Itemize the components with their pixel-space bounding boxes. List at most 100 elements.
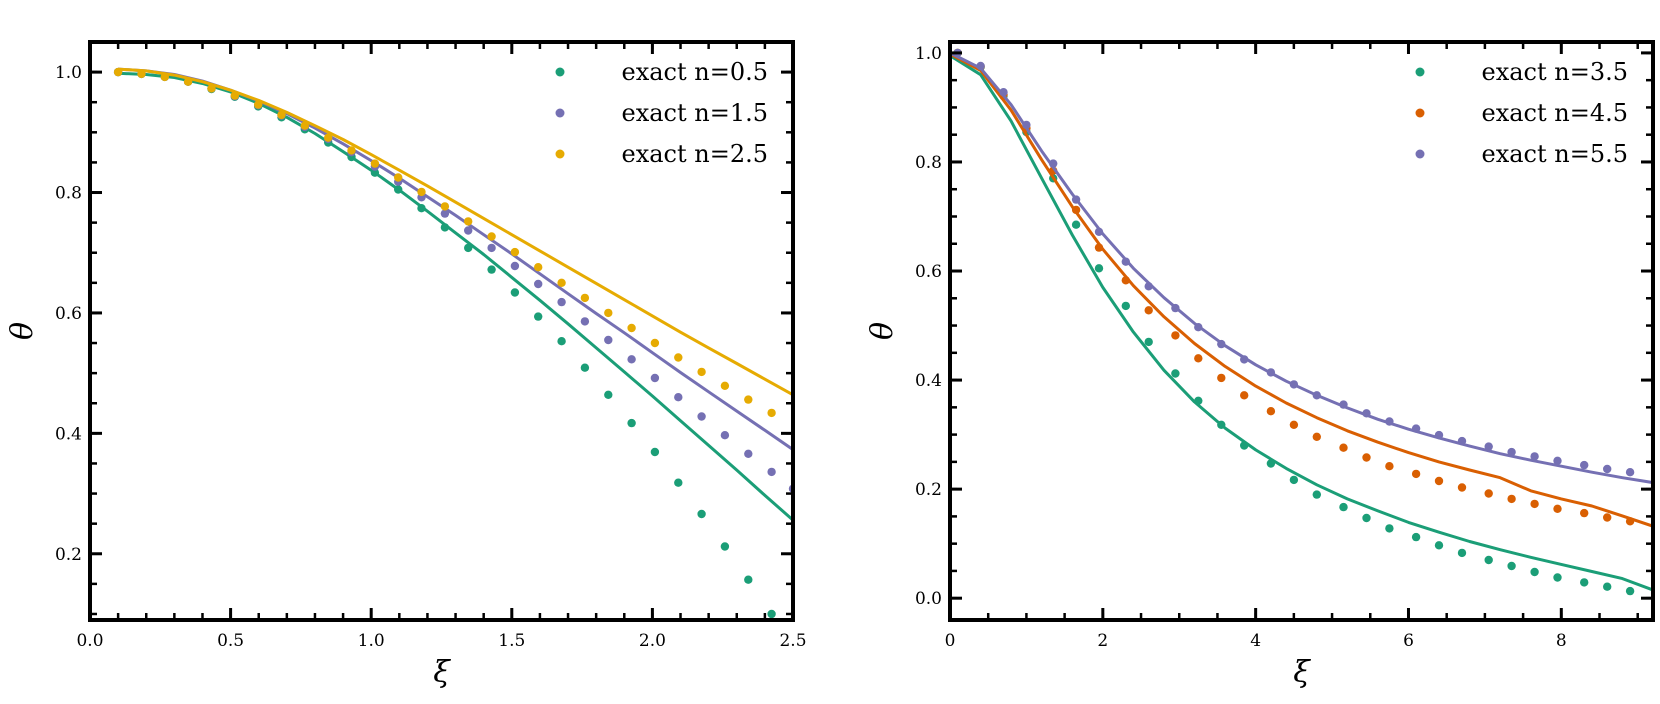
data-point (1217, 339, 1226, 349)
legend-marker (555, 67, 565, 77)
y-tick-label: 1.0 (915, 44, 942, 64)
data-point (1312, 490, 1322, 499)
data-point (1580, 578, 1589, 587)
data-point (1194, 396, 1203, 405)
series-line-0 (118, 71, 793, 522)
data-point (440, 209, 450, 218)
data-point (1530, 499, 1539, 509)
data-point (394, 185, 403, 194)
x-axis-label: ξ (1293, 655, 1311, 690)
y-tick-label: 0.4 (55, 424, 82, 444)
data-point (1094, 243, 1104, 252)
data-point (580, 363, 590, 372)
data-point (534, 312, 543, 321)
data-point (1625, 586, 1635, 596)
data-point (1240, 441, 1249, 450)
data-point (1385, 524, 1394, 533)
data-point (1507, 447, 1516, 457)
data-point (207, 84, 216, 93)
data-point (1121, 257, 1131, 266)
x-tick-label: 1.5 (498, 631, 525, 651)
data-point (464, 226, 473, 235)
data-point (1434, 541, 1444, 550)
data-point (1603, 464, 1612, 474)
data-point (1362, 409, 1371, 418)
data-point (744, 395, 753, 404)
legend: exact n=3.5 exact n=4.5 exact n=5.5 (1415, 58, 1629, 168)
data-point (1144, 282, 1153, 291)
data-point (183, 77, 193, 86)
x-tick-label: 0.0 (76, 631, 103, 651)
data-point (1411, 532, 1421, 542)
data-point (137, 69, 146, 79)
y-tick-label: 0.6 (915, 262, 942, 282)
data-point (1022, 120, 1031, 130)
x-tick-label: 2 (1097, 631, 1108, 651)
data-point (1144, 306, 1153, 315)
data-point (1171, 303, 1180, 313)
data-point (697, 509, 706, 519)
data-point (720, 431, 730, 440)
data-point (113, 67, 123, 77)
data-point (767, 408, 776, 418)
ticks (948, 42, 1653, 620)
data-point (510, 288, 520, 297)
data-point (1484, 489, 1493, 498)
data-point (300, 121, 309, 130)
data-point (440, 223, 450, 232)
data-point (1121, 276, 1131, 285)
data-point (1071, 220, 1081, 229)
data-point (1217, 420, 1226, 429)
data-point (1553, 573, 1562, 582)
y-axis-label: θ (865, 322, 900, 340)
data-point (1121, 301, 1131, 311)
legend: exact n=0.5 exact n=1.5 exact n=2.5 (555, 58, 769, 168)
data-point (1457, 548, 1467, 558)
data-point (580, 293, 590, 303)
data-point (604, 390, 613, 399)
data-point (1553, 456, 1562, 465)
data-point (534, 279, 543, 289)
data-point (370, 159, 380, 168)
data-point (1603, 513, 1612, 522)
data-point (674, 353, 683, 362)
x-tick-label: 4 (1250, 631, 1261, 651)
data-point (487, 243, 496, 253)
data-point (1289, 380, 1299, 389)
y-tick-label: 0.8 (55, 184, 82, 204)
data-point (324, 133, 333, 142)
ticks (88, 40, 795, 620)
legend-entry: exact n=4.5 (1482, 99, 1629, 127)
data-point (1457, 436, 1467, 446)
data-point (557, 297, 566, 307)
data-point (1071, 205, 1081, 215)
legend-entry: exact n=0.5 (622, 58, 769, 86)
data-point (1049, 159, 1058, 168)
plot-area (113, 67, 793, 619)
data-point (1603, 582, 1612, 591)
data-point (1411, 424, 1421, 433)
data-point (604, 335, 613, 345)
data-point (580, 317, 590, 326)
data-point (1312, 391, 1322, 400)
data-point (976, 61, 985, 71)
data-point (487, 232, 496, 241)
data-point (1530, 452, 1539, 461)
y-tick-label: 0.0 (915, 589, 942, 609)
y-tick-label: 0.6 (55, 304, 82, 324)
data-point (1266, 407, 1276, 416)
legend-marker (1415, 67, 1425, 77)
data-point (767, 467, 776, 477)
data-point (744, 575, 753, 584)
data-point (674, 393, 683, 402)
data-point (1580, 508, 1589, 518)
y-tick-label: 0.8 (915, 153, 942, 173)
data-point (650, 373, 660, 383)
data-point (1362, 453, 1371, 462)
data-point (440, 202, 450, 211)
data-point (650, 447, 660, 457)
data-point (744, 449, 753, 458)
data-point (277, 110, 286, 120)
